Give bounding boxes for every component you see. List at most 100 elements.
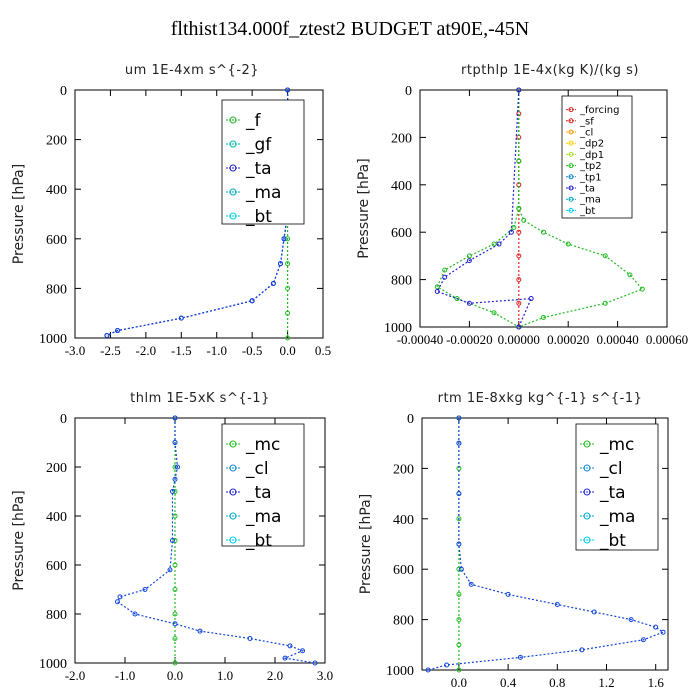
legend-label: _tp2 xyxy=(579,161,602,172)
legend-marker xyxy=(229,140,237,148)
data-point xyxy=(247,636,253,641)
data-point xyxy=(172,489,178,494)
y-tick-label: 600 xyxy=(46,233,67,248)
data-point xyxy=(602,253,608,259)
data-point xyxy=(602,300,608,306)
data-point xyxy=(442,267,448,273)
x-tick-label: -1.0 xyxy=(206,343,227,358)
y-tick-label: 0 xyxy=(60,412,67,427)
data-point xyxy=(178,315,184,321)
x-tick-label: 1.2 xyxy=(598,675,614,690)
x-tick-label: -0.5 xyxy=(242,343,263,358)
data-point xyxy=(491,310,497,316)
data-point xyxy=(285,87,291,93)
y-tick-label: 200 xyxy=(391,131,412,146)
y-axis-label: Pressure [hPa] xyxy=(356,158,372,258)
y-tick-label: 1000 xyxy=(39,657,67,672)
x-tick-label: -0.00020 xyxy=(446,332,493,347)
data-point xyxy=(281,236,287,242)
data-point xyxy=(541,315,546,321)
data-point xyxy=(172,562,178,568)
chart-title: rtm 1E-8xkg kg^{-1} s^{-1} xyxy=(438,391,643,406)
data-point xyxy=(167,567,173,573)
legend-marker xyxy=(583,536,591,544)
series-line xyxy=(436,90,520,328)
legend-label: _cl xyxy=(579,128,593,139)
data-point xyxy=(639,286,645,292)
legend-label: _ta xyxy=(599,483,626,503)
legend-label: _bt xyxy=(579,206,595,217)
data-point xyxy=(442,274,448,280)
data-point xyxy=(508,229,514,235)
chart-title: thlm 1E-5xK s^{-1} xyxy=(130,391,270,406)
legend-marker xyxy=(229,212,237,220)
legend-marker xyxy=(568,207,574,213)
y-tick-label: 0 xyxy=(407,412,414,427)
data-point xyxy=(142,587,148,592)
y-tick-label: 400 xyxy=(393,513,414,528)
data-point xyxy=(249,298,255,304)
chart-title: rtpthlp 1E-4x(kg K)/(kg s) xyxy=(461,63,639,78)
y-tick-label: 400 xyxy=(46,183,67,198)
legend-marker xyxy=(229,188,237,196)
data-point xyxy=(516,277,522,283)
series-line xyxy=(436,89,533,328)
data-point xyxy=(466,300,472,306)
x-tick-label: 0.0 xyxy=(167,668,183,683)
data-point xyxy=(528,296,534,302)
data-point xyxy=(425,667,431,673)
data-point xyxy=(117,594,123,600)
legend-label: _cl xyxy=(599,459,623,479)
y-tick-label: 200 xyxy=(46,461,67,476)
data-point xyxy=(579,647,585,653)
legend-marker xyxy=(229,116,237,124)
x-tick-label: 0.00000 xyxy=(498,332,540,347)
x-tick-label: 3.0 xyxy=(317,668,333,683)
data-point xyxy=(541,229,546,235)
y-tick-label: 200 xyxy=(393,462,414,477)
data-point xyxy=(456,541,462,547)
x-tick-label: 2.0 xyxy=(267,668,283,683)
data-point xyxy=(456,566,462,572)
chart-panel-1: um 1E-4xm s^{-2} Pressure [hPa] -3.0 -2.5 -2… xyxy=(11,63,331,358)
y-tick-label: 800 xyxy=(391,274,412,289)
data-point xyxy=(444,662,450,668)
legend-label: _dp1 xyxy=(579,150,604,161)
x-tick-label: 0.0 xyxy=(279,343,295,358)
data-point xyxy=(170,538,175,543)
legend-label: _ta xyxy=(245,159,272,179)
data-point xyxy=(172,587,178,592)
x-tick-label: 1.6 xyxy=(648,675,665,690)
legend-marker xyxy=(229,488,237,496)
data-point xyxy=(521,217,527,223)
x-tick-label: -1.0 xyxy=(115,668,136,683)
legend-marker xyxy=(229,464,237,472)
data-point xyxy=(197,628,203,634)
data-point xyxy=(456,516,462,522)
data-point xyxy=(172,476,178,482)
data-point xyxy=(454,296,460,302)
plot-frame xyxy=(419,89,668,328)
data-point xyxy=(653,624,659,630)
x-tick-label: 0.00020 xyxy=(547,332,589,347)
data-point xyxy=(628,617,634,623)
legend-marker xyxy=(229,512,237,520)
data-point xyxy=(458,566,464,572)
data-point xyxy=(516,300,522,306)
y-tick-label: 600 xyxy=(46,559,67,574)
data-point xyxy=(172,611,178,617)
data-point xyxy=(516,229,522,235)
legend-label: _mc xyxy=(245,435,280,455)
data-point xyxy=(172,440,178,445)
x-tick-label: -2.0 xyxy=(136,343,157,358)
data-point xyxy=(660,629,666,635)
legend-label: _ma xyxy=(579,195,601,206)
x-tick-label: -1.5 xyxy=(171,343,192,358)
data-point xyxy=(591,609,597,615)
legend-label: _bt xyxy=(245,207,272,227)
data-point xyxy=(287,643,293,649)
y-tick-label: 800 xyxy=(46,608,67,623)
y-tick-label: 600 xyxy=(393,563,414,578)
